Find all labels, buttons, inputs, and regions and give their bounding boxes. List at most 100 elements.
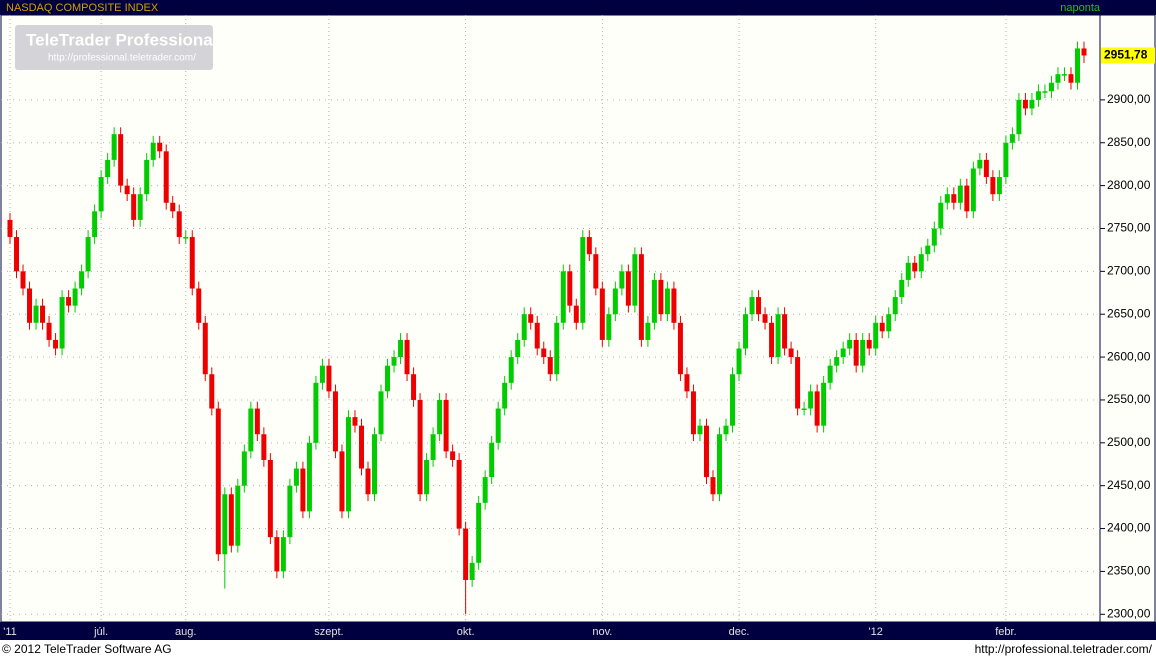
candle-body (293, 468, 299, 486)
candle-body (189, 237, 195, 289)
y-tick-label: 2650,00 (1107, 306, 1151, 320)
candle-body (306, 442, 312, 512)
candle-body (228, 494, 234, 546)
candle-body (417, 399, 423, 495)
y-tick-label: 2300,00 (1107, 606, 1151, 620)
candle-body (769, 322, 775, 358)
candle-body (274, 537, 280, 572)
candle-body (437, 399, 443, 435)
candle-body (105, 159, 111, 178)
candle-body (795, 357, 801, 409)
candle-body (137, 194, 143, 220)
candle-body (964, 185, 970, 212)
candle-body (814, 391, 820, 426)
x-tick-label: szept. (314, 626, 343, 638)
candle-body (690, 391, 696, 435)
candle-body (1048, 82, 1054, 92)
candle-body (957, 185, 963, 203)
candle-body (671, 288, 677, 323)
candle-body (625, 271, 631, 306)
candle-body (85, 237, 91, 272)
candle-body (749, 297, 755, 315)
candle-body (743, 314, 749, 349)
x-tick-label: '11 (3, 626, 17, 638)
candle-body (495, 408, 501, 443)
candle-body (612, 288, 618, 315)
copyright: © 2012 TeleTrader Software AG (2, 642, 172, 656)
candle-body (183, 237, 189, 239)
candle-body (853, 339, 859, 366)
candle-body (645, 322, 651, 340)
candle-body (267, 459, 273, 538)
last-value-box (1101, 47, 1155, 64)
candle-body (899, 279, 905, 298)
candle-body (925, 245, 931, 255)
candle-body (443, 399, 449, 452)
candle-body (27, 288, 33, 323)
candle-body (46, 322, 52, 340)
candle-body (59, 297, 65, 349)
candle-body (892, 297, 898, 315)
candle-body (241, 451, 247, 486)
y-tick-label: 2550,00 (1107, 392, 1151, 406)
candle-body (196, 288, 202, 323)
candle-body (456, 459, 462, 529)
candle-body (222, 494, 228, 555)
candle-body (385, 365, 391, 392)
candle-body (489, 442, 495, 478)
candle-body (710, 477, 716, 495)
candle-body (339, 451, 345, 512)
candle-body (521, 314, 527, 340)
candle-body (775, 314, 781, 358)
candle-body (326, 365, 332, 392)
candle-body (834, 357, 840, 366)
candle-body (938, 202, 944, 229)
candle-body (860, 339, 866, 366)
y-axis-area (1099, 14, 1156, 623)
candle-body (788, 348, 794, 358)
candle-body (782, 314, 788, 349)
x-tick-label: júl. (93, 626, 108, 638)
candle-body (7, 219, 13, 238)
candle-body (697, 425, 703, 435)
candle-body (1029, 99, 1035, 109)
candle-body (1081, 48, 1087, 56)
candle-body (261, 434, 267, 460)
x-tick-label: dec. (729, 626, 750, 638)
title-bar (0, 0, 1156, 15)
candle-body (372, 434, 378, 495)
candle-body (931, 228, 937, 246)
candle-body (827, 365, 833, 383)
candle-body (391, 357, 397, 366)
candle-body (983, 159, 989, 178)
candle-body (319, 365, 325, 383)
last-value-label: 2951,78 (1104, 48, 1148, 62)
candle-body (378, 391, 384, 435)
candle-body (170, 202, 176, 212)
candle-body (677, 322, 683, 375)
candle-body (586, 237, 592, 255)
logo: TeleTrader Professional (26, 30, 217, 49)
candle-body (599, 288, 605, 340)
candle-body (209, 374, 215, 409)
candle-body (345, 417, 351, 512)
x-tick-label: '12 (869, 626, 883, 638)
candle-body (332, 391, 338, 452)
candle-body (990, 177, 996, 195)
candle-body (723, 425, 729, 435)
y-tick-label: 2800,00 (1107, 178, 1151, 192)
candle-body (873, 322, 879, 349)
candle-body (469, 562, 475, 580)
candle-body (912, 262, 918, 272)
candle-body (515, 339, 521, 358)
candle-body (886, 314, 892, 332)
y-tick-label: 2750,00 (1107, 221, 1151, 235)
candle-body (560, 271, 566, 323)
candle-body (1009, 134, 1015, 143)
y-tick-label: 2350,00 (1107, 564, 1151, 578)
candle-body (124, 185, 130, 195)
candle-body (235, 485, 241, 546)
candle-body (476, 502, 482, 563)
candle-body (450, 451, 456, 460)
plot-area (0, 14, 1101, 623)
